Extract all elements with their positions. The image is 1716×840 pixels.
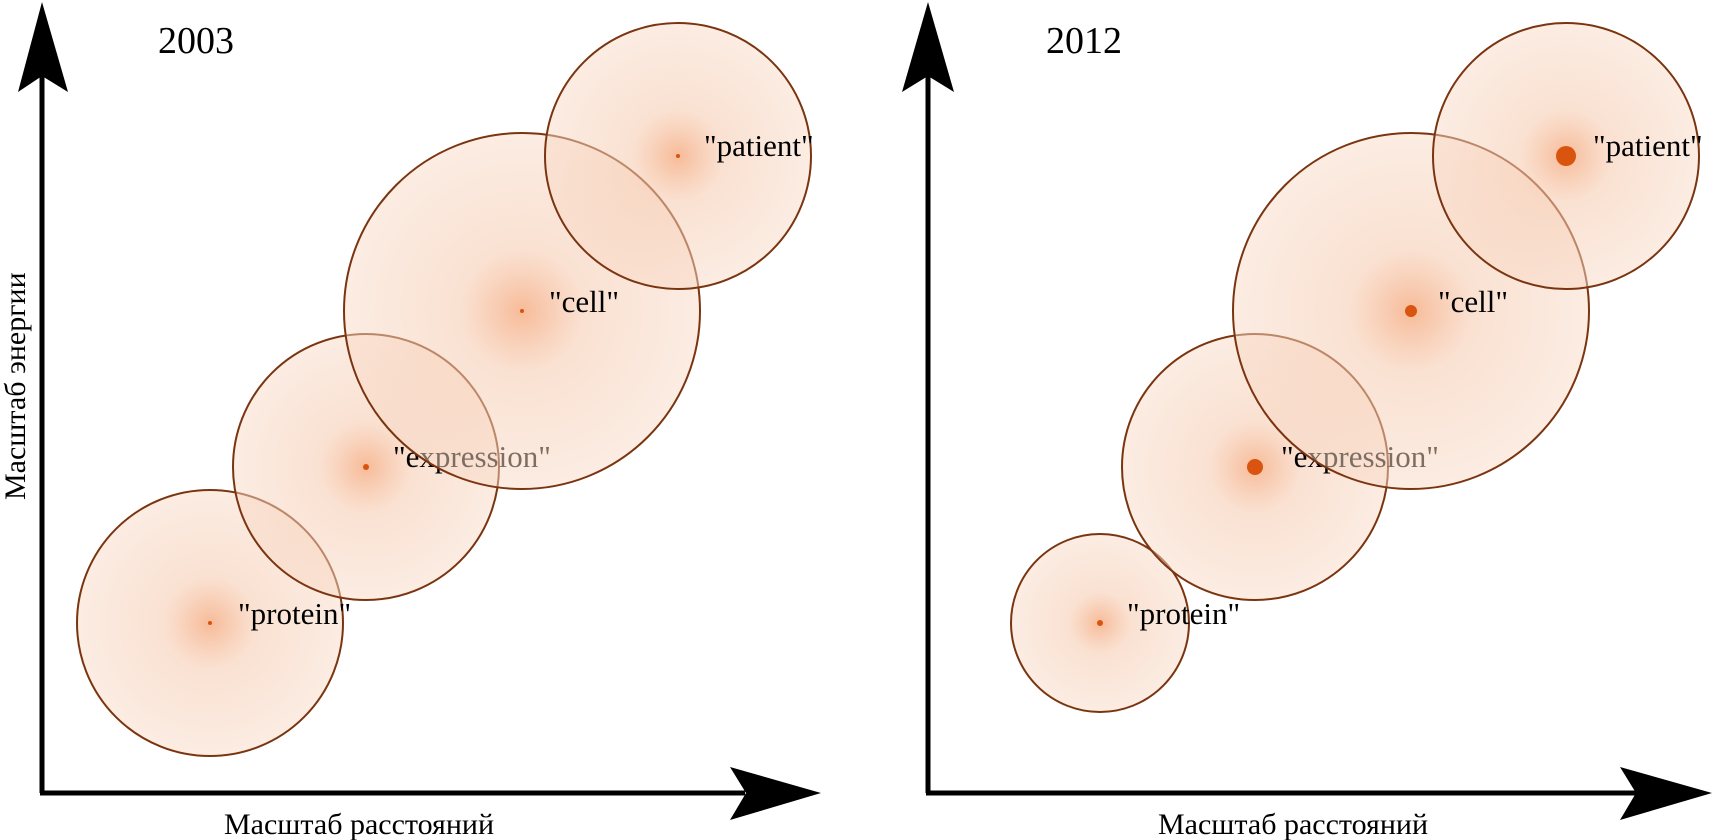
center-dot	[208, 621, 212, 625]
center-dot	[363, 464, 369, 470]
panel-2012: 2012 "protein" "expression" "cell" "pati…	[902, 2, 1712, 840]
center-dot	[1247, 459, 1263, 475]
concept-label: "protein"	[1127, 596, 1240, 631]
y-axis-arrow-icon	[18, 2, 68, 92]
panel-title: 2003	[158, 20, 234, 62]
center-dot	[520, 309, 524, 313]
bubble-protein: "protein"	[1010, 533, 1240, 713]
concept-label: "cell"	[549, 284, 619, 319]
panel-2003: 2003 "protein" "expression" "cell" "pati…	[0, 2, 821, 840]
x-axis-label: Масштаб расстояний	[224, 808, 494, 840]
center-dot	[676, 154, 680, 158]
y-axis-arrow-icon	[902, 2, 954, 92]
concept-label: "cell"	[1438, 284, 1508, 319]
center-dot	[1556, 146, 1576, 166]
bubble-patient: "patient"	[544, 22, 814, 290]
center-dot	[1097, 620, 1103, 626]
x-axis-arrow-icon	[730, 767, 821, 820]
concept-label: "protein"	[238, 596, 351, 631]
x-axis-label: Масштаб расстояний	[1158, 808, 1428, 840]
y-axis-label: Масштаб энергии	[0, 272, 32, 500]
x-axis-arrow-icon	[1620, 767, 1712, 820]
concept-label: "patient"	[704, 128, 814, 163]
bubble-patient: "patient"	[1432, 22, 1703, 290]
center-dot	[1405, 305, 1417, 317]
concept-label: "patient"	[1593, 128, 1703, 163]
panel-title: 2012	[1046, 20, 1122, 62]
